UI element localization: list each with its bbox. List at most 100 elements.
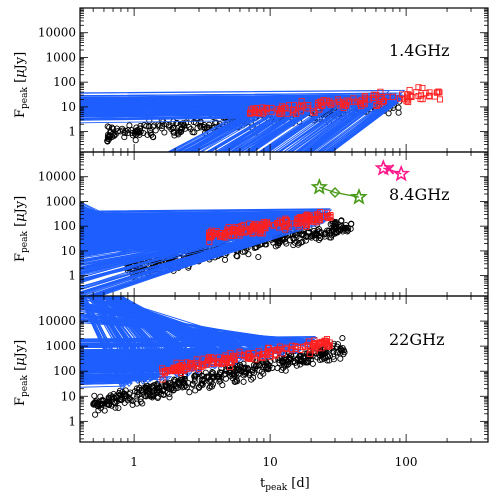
scatter-point [80, 296, 124, 384]
scatter-point [324, 343, 331, 350]
scatter-point [101, 407, 108, 414]
y-ticks [80, 7, 488, 150]
scatter-point [146, 123, 153, 130]
scatter-point [159, 376, 166, 383]
scatter-point [377, 88, 384, 95]
scatter-point [116, 391, 123, 398]
scatter-point [80, 296, 219, 359]
scatter-point [299, 215, 306, 222]
scatter-point [250, 229, 257, 237]
scatter-point [318, 351, 325, 358]
scatter-point [322, 230, 329, 237]
scatter-point [182, 125, 189, 132]
scatter-point [80, 114, 272, 152]
scatter-point [268, 108, 275, 115]
scatter-point [92, 411, 99, 418]
scatter-point [208, 234, 215, 241]
y-axis-title-mu: μ [13, 357, 28, 365]
scatter-points-panel-2 [80, 201, 355, 296]
scatter-point [196, 366, 203, 373]
scatter-point [80, 229, 280, 266]
scatter-point [178, 359, 185, 366]
x-tick-label: 100 [395, 455, 418, 469]
scatter-point [206, 384, 213, 391]
scatter-point [255, 348, 262, 355]
scatter-point [339, 335, 346, 342]
y-axis-title-2: Fpeak [μJy] [13, 196, 30, 262]
scatter-point [80, 296, 256, 353]
scatter-point [278, 366, 285, 374]
scatter-point [150, 134, 157, 141]
scatter-point [406, 86, 413, 94]
scatter-point [80, 108, 327, 152]
scatter-point [371, 94, 378, 101]
scatter-point [254, 362, 261, 369]
scatter-point [80, 207, 185, 241]
scatter-point [318, 345, 325, 352]
scatter-point [275, 347, 282, 354]
scatter-point [328, 232, 335, 239]
scatter-point [80, 296, 129, 385]
scatter-point [311, 340, 318, 347]
scatter-point [80, 296, 132, 386]
scatter-point [216, 354, 223, 361]
scatter-point [276, 110, 283, 117]
scatter-point [295, 240, 302, 247]
scatter-point [395, 109, 402, 116]
scatter-point [217, 232, 224, 239]
scatter-point [99, 396, 106, 403]
scatter-point [265, 365, 272, 372]
scatter-point [166, 390, 173, 398]
scatter-point [127, 389, 134, 396]
scatter-point [332, 228, 339, 236]
scatter-point [150, 384, 157, 391]
scatter-point [80, 296, 270, 360]
scatter-point [80, 296, 134, 388]
scatter-point [80, 297, 127, 391]
scatter-point [208, 360, 215, 367]
y-axis-title-1: Fpeak [μJy] [13, 52, 30, 118]
y-tick-label: 100 [53, 75, 76, 89]
scatter-point [80, 90, 391, 152]
y-axis-title-mu: μ [13, 69, 28, 77]
scatter-point [149, 123, 157, 130]
scatter-point [274, 220, 282, 227]
highlight-point [310, 177, 329, 195]
scatter-point [257, 226, 264, 233]
scatter-point [245, 354, 252, 362]
scatter-point [80, 98, 358, 152]
scatter-point [282, 361, 289, 368]
scatter-point [325, 228, 332, 235]
scatter-point [422, 90, 429, 97]
scatter-point [80, 296, 147, 381]
scatter-point [186, 124, 193, 131]
scatter-point [208, 227, 215, 234]
y-tick-label: 1000 [45, 339, 76, 353]
y-axis-title-unit: [ [13, 78, 28, 87]
scatter-point [178, 125, 185, 132]
scatter-point [179, 384, 186, 391]
scatter-point [361, 96, 368, 103]
scatter-point [80, 204, 166, 247]
scatter-point [305, 102, 312, 109]
scatter-point [80, 296, 151, 378]
scatter-point [298, 214, 305, 221]
scatter-point [282, 105, 289, 112]
scatter-point [80, 105, 318, 152]
scatter-point [285, 356, 292, 363]
scatter-point [134, 393, 141, 400]
scatter-point [306, 214, 313, 221]
scatter-point [80, 296, 203, 375]
scatter-point [247, 106, 254, 113]
scatter-point [80, 202, 164, 244]
scatter-point [281, 236, 288, 243]
scatter-point [436, 96, 444, 103]
scatter-point [435, 88, 442, 95]
y-axis-title-sub: peak [20, 231, 30, 253]
scatter-point [80, 296, 173, 381]
scatter-point [105, 136, 113, 143]
y-ticks [80, 295, 488, 440]
scatter-point [315, 225, 322, 233]
scatter-point [327, 101, 334, 108]
